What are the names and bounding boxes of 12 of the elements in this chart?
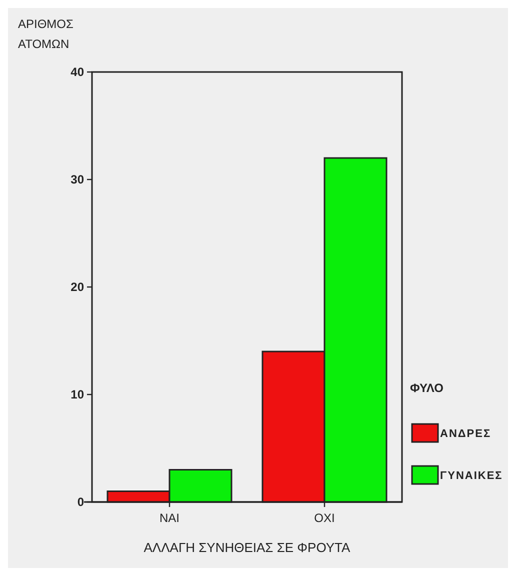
y-tick-label: 10 bbox=[70, 388, 84, 402]
legend-title: ΦΥΛΟ bbox=[410, 381, 444, 395]
y-tick-label: 20 bbox=[70, 280, 84, 294]
y-axis-title: ΑΡΙΘΜΟΣ ΑΤΟΜΩΝ bbox=[18, 17, 74, 51]
x-axis-title: ΑΛΛΑΓΗ ΣΥΝΗΘΕΙΑΣ ΣΕ ΦΡΟΥΤΑ bbox=[144, 540, 351, 555]
y-tick-label: 40 bbox=[70, 65, 84, 80]
legend-label: ΑΝΔΡΕΣ bbox=[440, 428, 492, 440]
x-tick-label: ΝΑΙ bbox=[159, 511, 180, 525]
legend-label: ΓΥΝΑΙΚΕΣ bbox=[440, 470, 503, 482]
y-tick-label: 0 bbox=[77, 495, 84, 510]
y-tick-label: 30 bbox=[70, 172, 84, 187]
x-tick-label: ΟΧΙ bbox=[314, 511, 335, 525]
